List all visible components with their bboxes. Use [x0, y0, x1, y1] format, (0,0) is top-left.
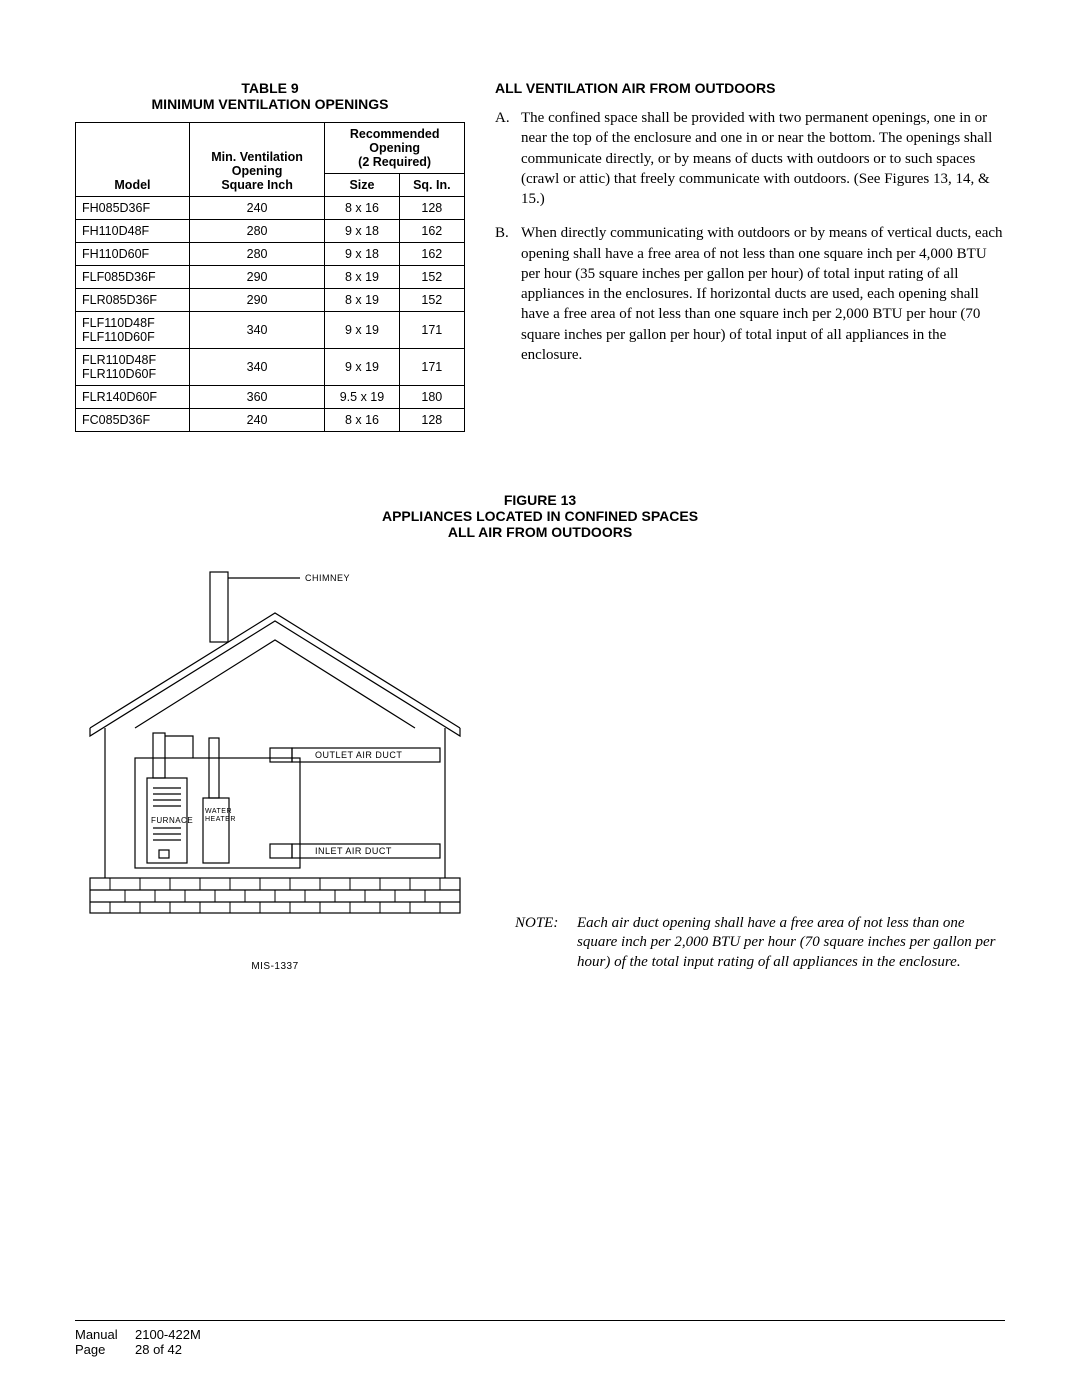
th-model: Model	[76, 123, 190, 197]
th-size: Size	[325, 174, 399, 197]
footer-manual-value: 2100-422M	[135, 1327, 201, 1342]
figure-row: CHIMNEY OUTLET AIR DUCT INLET AIR DUCT F…	[75, 558, 1005, 972]
list-body: When directly communicating with outdoor…	[521, 223, 1005, 365]
table-row: FH110D48F2809 x 18162	[76, 220, 465, 243]
cell-min: 360	[189, 386, 324, 409]
cell-min: 290	[189, 266, 324, 289]
fig-title-3: ALL AIR FROM OUTDOORS	[75, 524, 1005, 540]
cell-sqin: 152	[399, 266, 464, 289]
label-furnace: FURNACE	[151, 816, 193, 825]
list-body: The confined space shall be provided wit…	[521, 108, 1005, 209]
house-diagram: CHIMNEY OUTLET AIR DUCT INLET AIR DUCT F…	[75, 558, 475, 938]
fig-title-2: APPLIANCES LOCATED IN CONFINED SPACES	[75, 508, 1005, 524]
page-footer: Manual 2100-422M Page 28 of 42	[75, 1320, 1005, 1357]
table-row: FLF085D36F2908 x 19152	[76, 266, 465, 289]
th-rec: Recommended Opening (2 Required)	[325, 123, 465, 174]
list-marker: A.	[495, 108, 521, 209]
cell-model: FLF085D36F	[76, 266, 190, 289]
cell-sqin: 171	[399, 312, 464, 349]
cell-model: FH110D60F	[76, 243, 190, 266]
table-title-1: TABLE 9	[75, 80, 465, 96]
cell-model: FH085D36F	[76, 197, 190, 220]
cell-min: 280	[189, 243, 324, 266]
cell-min: 240	[189, 409, 324, 432]
cell-size: 8 x 16	[325, 409, 399, 432]
left-column: TABLE 9 MINIMUM VENTILATION OPENINGS Mod…	[75, 80, 465, 432]
note-body: Each air duct opening shall have a free …	[577, 914, 1005, 973]
ventilation-table: Model Min. Ventilation Opening Square In…	[75, 122, 465, 432]
cell-size: 9 x 18	[325, 220, 399, 243]
cell-size: 9 x 18	[325, 243, 399, 266]
mis-code: MIS-1337	[75, 961, 475, 972]
cell-min: 340	[189, 349, 324, 386]
top-columns: TABLE 9 MINIMUM VENTILATION OPENINGS Mod…	[75, 80, 1005, 432]
cell-sqin: 128	[399, 409, 464, 432]
label-chimney: CHIMNEY	[305, 573, 350, 583]
right-column: ALL VENTILATION AIR FROM OUTDOORS A.The …	[495, 80, 1005, 432]
cell-sqin: 128	[399, 197, 464, 220]
cell-sqin: 171	[399, 349, 464, 386]
label-wh2: HEATER	[205, 816, 236, 823]
outdoors-heading: ALL VENTILATION AIR FROM OUTDOORS	[495, 80, 1005, 96]
fig-title-1: FIGURE 13	[75, 492, 1005, 508]
footer-page-label: Page	[75, 1342, 135, 1357]
cell-size: 9.5 x 19	[325, 386, 399, 409]
table-row: FLF110D48FFLF110D60F3409 x 19171	[76, 312, 465, 349]
cell-model: FC085D36F	[76, 409, 190, 432]
th-min-l3: Square Inch	[221, 178, 293, 192]
table-row: FLR140D60F3609.5 x 19180	[76, 386, 465, 409]
cell-sqin: 152	[399, 289, 464, 312]
figure-svg-wrap: CHIMNEY OUTLET AIR DUCT INLET AIR DUCT F…	[75, 558, 475, 943]
table-row: FH085D36F2408 x 16128	[76, 197, 465, 220]
cell-size: 8 x 19	[325, 266, 399, 289]
th-min: Min. Ventilation Opening Square Inch	[189, 123, 324, 197]
cell-model: FLR140D60F	[76, 386, 190, 409]
th-rec-l1: Recommended	[350, 127, 440, 141]
label-outlet: OUTLET AIR DUCT	[315, 750, 402, 760]
note-label: NOTE:	[515, 914, 577, 973]
outdoors-list: A.The confined space shall be provided w…	[495, 108, 1005, 365]
cell-sqin: 162	[399, 220, 464, 243]
table-row: FLR110D48FFLR110D60F3409 x 19171	[76, 349, 465, 386]
th-rec-l3: (2 Required)	[358, 155, 431, 169]
cell-size: 8 x 19	[325, 289, 399, 312]
cell-size: 9 x 19	[325, 349, 399, 386]
cell-sqin: 180	[399, 386, 464, 409]
cell-size: 8 x 16	[325, 197, 399, 220]
th-min-l2: Opening	[232, 164, 283, 178]
cell-model: FLR110D48FFLR110D60F	[76, 349, 190, 386]
th-min-l1: Min. Ventilation	[211, 150, 303, 164]
label-inlet: INLET AIR DUCT	[315, 846, 392, 856]
list-item: A.The confined space shall be provided w…	[495, 108, 1005, 209]
footer-manual-label: Manual	[75, 1327, 135, 1342]
cell-min: 280	[189, 220, 324, 243]
table-row: FC085D36F2408 x 16128	[76, 409, 465, 432]
footer-page-value: 28 of 42	[135, 1342, 182, 1357]
figure-left: CHIMNEY OUTLET AIR DUCT INLET AIR DUCT F…	[75, 558, 475, 972]
cell-size: 9 x 19	[325, 312, 399, 349]
cell-sqin: 162	[399, 243, 464, 266]
cell-min: 240	[189, 197, 324, 220]
cell-model: FLF110D48FFLF110D60F	[76, 312, 190, 349]
th-sqin: Sq. In.	[399, 174, 464, 197]
figure-13-block: FIGURE 13 APPLIANCES LOCATED IN CONFINED…	[75, 492, 1005, 972]
table-title-2: MINIMUM VENTILATION OPENINGS	[75, 96, 465, 112]
cell-model: FLR085D36F	[76, 289, 190, 312]
list-marker: B.	[495, 223, 521, 365]
th-rec-l2: Opening	[369, 141, 420, 155]
cell-min: 340	[189, 312, 324, 349]
figure-note: NOTE: Each air duct opening shall have a…	[515, 914, 1005, 973]
cell-model: FH110D48F	[76, 220, 190, 243]
cell-min: 290	[189, 289, 324, 312]
list-item: B.When directly communicating with outdo…	[495, 223, 1005, 365]
label-wh1: WATER	[205, 808, 232, 815]
table-row: FLR085D36F2908 x 19152	[76, 289, 465, 312]
table-row: FH110D60F2809 x 18162	[76, 243, 465, 266]
